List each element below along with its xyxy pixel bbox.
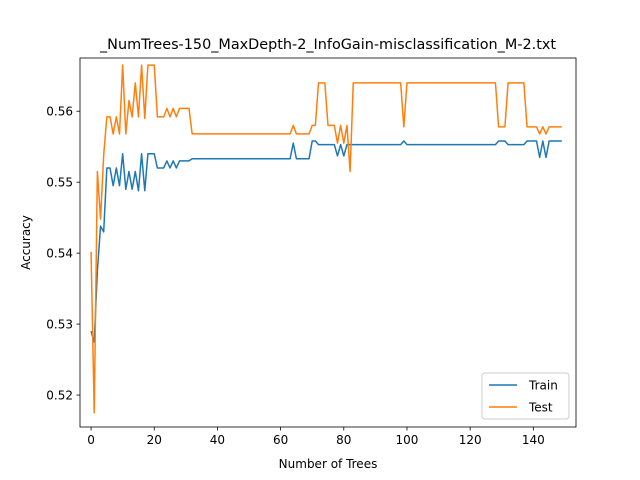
plot-lines [90,64,562,414]
axes-ticks: 0 20 40 60 80 100 120 140 0.52 0.53 0.54 0.55 0.56 [46,104,545,447]
plot-frame [79,57,577,428]
legend: Train Test [481,372,570,420]
y-tick-label: 0.53 [46,317,73,331]
x-tick-label: 0 [87,433,95,447]
y-tick-label: 0.52 [46,388,73,402]
series-line-train [90,140,562,343]
y-tick-label: 0.56 [46,104,73,118]
x-tick-label: 140 [522,433,545,447]
y-tick-label: 0.54 [46,246,73,260]
x-tick-label: 100 [396,433,419,447]
x-tick-label: 40 [210,433,225,447]
y-axis-label: Accuracy [19,215,33,270]
x-tick-label: 80 [336,433,351,447]
x-tick-label: 120 [459,433,482,447]
legend-label-train: Train [528,379,558,393]
x-tick-label: 60 [273,433,288,447]
legend-label-test: Test [528,401,553,415]
chart-title: _NumTrees-150_MaxDepth-2_InfoGain-miscla… [99,37,556,53]
x-tick-label: 20 [147,433,162,447]
series-line-test [90,64,562,414]
x-axis-label: Number of Trees [279,457,378,471]
y-tick-label: 0.55 [46,175,73,189]
